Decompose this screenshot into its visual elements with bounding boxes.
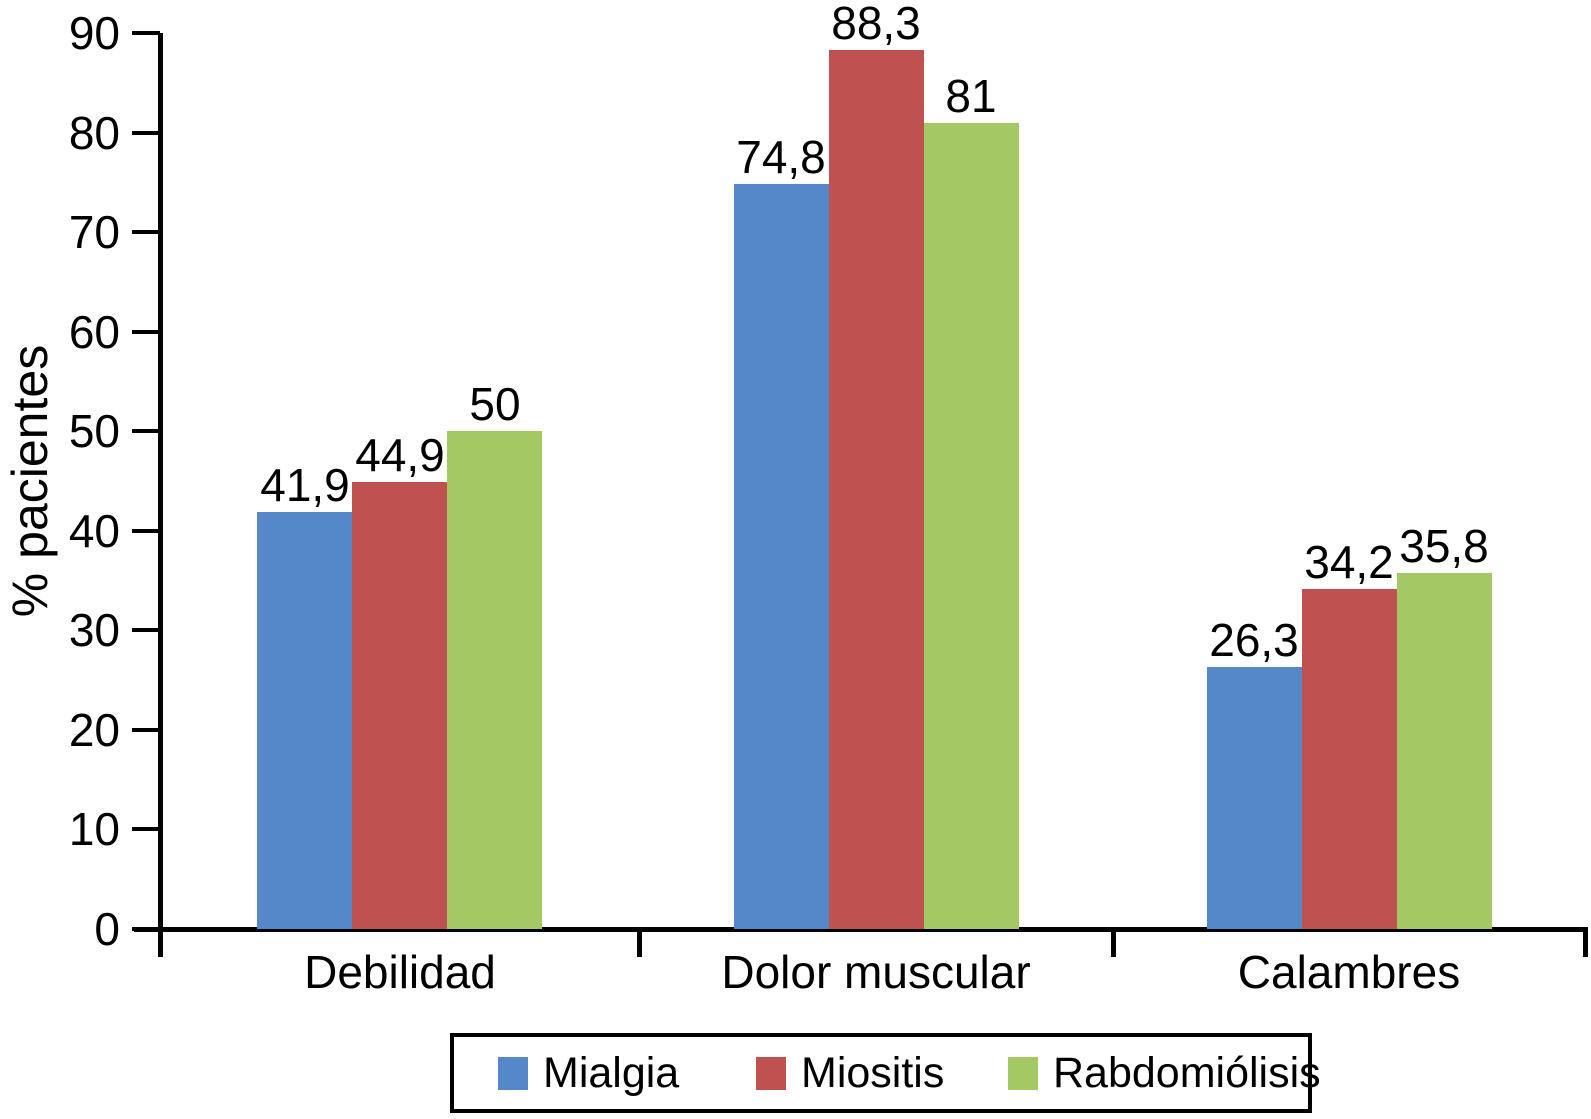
y-axis-title: % pacientes (2, 344, 58, 618)
x-category-label: Calambres (1237, 946, 1461, 998)
y-axis-tick (132, 31, 160, 35)
bar-mialgia-3 (1207, 667, 1302, 929)
y-axis-tick (132, 429, 160, 433)
y-axis-line (158, 33, 163, 957)
y-axis-tick-label: 60 (68, 306, 120, 358)
legend-label: Rabdomiólisis (1053, 1049, 1321, 1097)
y-axis-tick (132, 230, 160, 234)
x-category-label: Dolor muscular (721, 946, 1031, 998)
bar-mialgia-1 (257, 512, 352, 929)
y-axis-tick-label: 70 (68, 206, 120, 258)
legend-item-mialgia: Mialgia (498, 1051, 679, 1095)
bar-rabdomiólisis-3 (1397, 573, 1492, 929)
y-axis-tick (132, 628, 160, 632)
y-axis-tick-label: 30 (68, 604, 120, 656)
bar-rabdomiólisis-2 (924, 123, 1019, 929)
y-axis-tick-label: 90 (68, 7, 120, 59)
legend-label: Mialgia (543, 1049, 680, 1097)
y-axis-tick (132, 330, 160, 334)
x-axis-tick (158, 929, 163, 957)
bar-miositis-2 (829, 50, 924, 929)
legend-item-miositis: Miositis (756, 1051, 944, 1095)
bar-rabdomiólisis-1 (447, 431, 542, 929)
y-axis-tick-label: 40 (68, 505, 120, 557)
bar-mialgia-2 (734, 184, 829, 929)
x-axis-tick (1583, 929, 1588, 957)
bar-value-label: 26,3 (1209, 614, 1299, 666)
y-axis-tick (132, 827, 160, 831)
bar-value-label: 50 (469, 378, 521, 430)
legend-swatch-icon (756, 1056, 786, 1090)
bar-value-label: 44,9 (355, 429, 445, 481)
bar-value-label: 34,2 (1304, 536, 1394, 588)
legend: Mialgia Miositis Rabdomiólisis (450, 1033, 1321, 1113)
y-axis-tick (132, 927, 160, 931)
legend-swatch-icon (498, 1056, 528, 1090)
y-axis-tick (132, 728, 160, 732)
bar-miositis-3 (1302, 589, 1397, 929)
y-axis-tick-label: 50 (68, 405, 120, 457)
x-axis-tick (1111, 929, 1116, 957)
bar-value-label: 74,8 (736, 131, 826, 183)
bar-miositis-1 (352, 482, 447, 929)
bar-value-label: 81 (945, 70, 997, 122)
y-axis-tick (132, 529, 160, 533)
bar-value-label: 35,8 (1399, 520, 1489, 572)
bar-value-label: 41,9 (260, 459, 350, 511)
bar-value-label: 88,3 (831, 0, 921, 49)
y-axis-tick-label: 0 (94, 903, 120, 955)
y-axis-tick (132, 131, 160, 135)
x-axis-line (134, 927, 1588, 932)
y-axis-tick-label: 80 (68, 107, 120, 159)
legend-item-rabdomiólisis: Rabdomiólisis (1008, 1051, 1321, 1095)
x-category-label: Debilidad (304, 946, 496, 998)
y-axis-tick-label: 10 (68, 803, 120, 855)
legend-label: Miositis (801, 1049, 945, 1097)
legend-swatch-icon (1008, 1056, 1038, 1090)
y-axis-tick-label: 20 (68, 704, 120, 756)
x-axis-tick (637, 929, 642, 957)
